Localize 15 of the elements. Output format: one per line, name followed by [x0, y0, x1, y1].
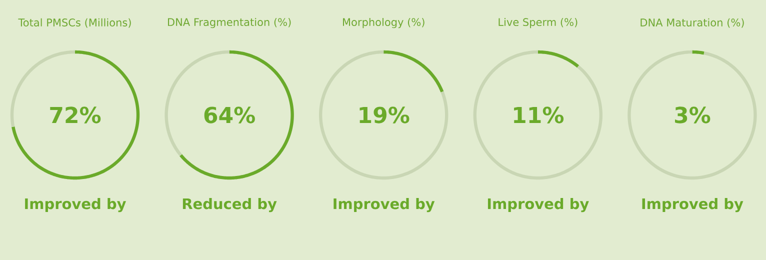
text: Reduced by: [182, 198, 277, 212]
text: Improved by: [488, 198, 589, 212]
text: 19%: [360, 106, 410, 124]
text: Improved by: [334, 198, 435, 212]
chart-title: DNA Maturation (%): [640, 18, 744, 28]
text: Improved by: [642, 198, 744, 212]
chart-title: Morphology (%): [343, 18, 424, 28]
text: 11%: [514, 106, 564, 124]
text: 72%: [50, 106, 101, 124]
text: Improved by: [25, 198, 126, 212]
chart-title: Live Sperm (%): [498, 18, 578, 28]
chart-title: DNA Fragmentation (%): [168, 18, 291, 28]
chart-title: Total PMSCs (Millions): [18, 18, 131, 28]
text: 64%: [204, 106, 255, 124]
text: 3%: [675, 106, 710, 124]
